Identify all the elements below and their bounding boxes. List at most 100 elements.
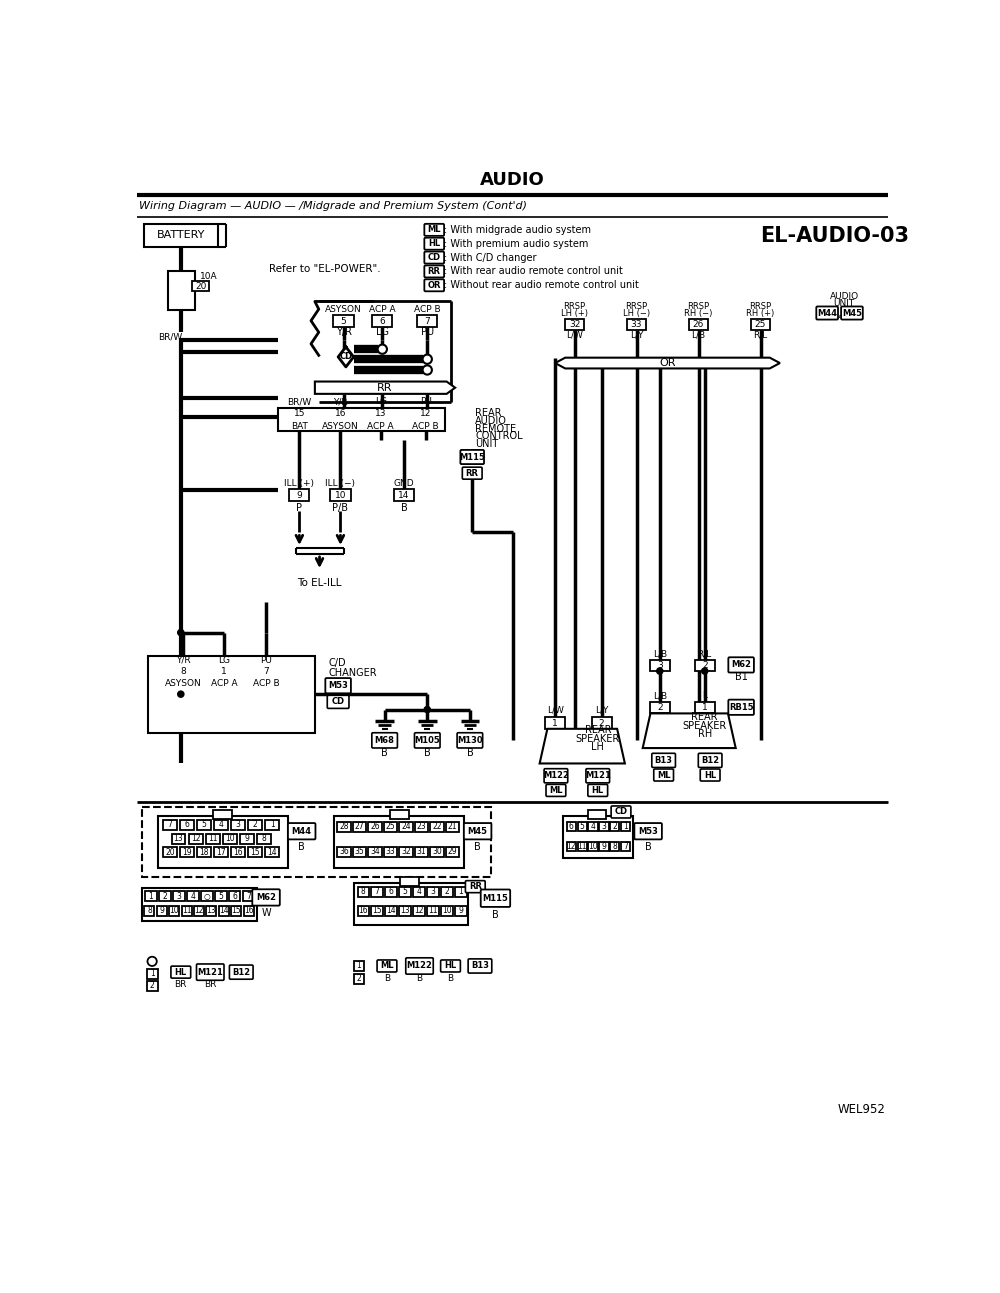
Text: SPEAKER: SPEAKER [683,720,727,731]
Text: RH (+): RH (+) [746,309,775,318]
Bar [197,820,211,830]
Bar [592,718,612,729]
Bar [173,666,193,678]
Bar [563,816,633,859]
Polygon shape [555,358,780,369]
Text: PU: PU [420,397,432,406]
Text: 8: 8 [261,834,266,843]
Text: 11: 11 [208,834,217,843]
Bar [147,981,158,992]
Text: CONTROL: CONTROL [475,431,523,441]
Bar [621,842,630,851]
Text: 26: 26 [370,822,380,831]
Bar [578,822,587,831]
Text: OR: OR [659,358,676,369]
Text: ○: ○ [203,892,210,901]
Text: 1: 1 [221,667,227,676]
Circle shape [657,668,663,674]
FancyBboxPatch shape [424,238,444,250]
FancyBboxPatch shape [377,959,397,972]
Bar [257,834,271,843]
Text: 28: 28 [339,822,349,831]
Text: W: W [261,908,271,918]
Circle shape [178,690,184,697]
Bar [446,822,459,831]
Text: P/B: P/B [332,503,348,513]
Text: 14: 14 [219,906,229,915]
Text: 9: 9 [159,906,164,915]
Text: AUDIO: AUDIO [480,171,545,189]
Bar [415,847,428,857]
Bar [334,816,464,868]
Circle shape [423,354,432,363]
Text: 6: 6 [185,820,189,829]
Text: SPEAKER: SPEAKER [576,734,620,743]
Text: 25: 25 [386,822,395,831]
Text: 11: 11 [578,842,587,851]
Bar [330,489,351,500]
Bar [371,887,383,896]
Text: 27: 27 [355,822,364,831]
Text: 2: 2 [657,703,663,712]
Text: LH (+): LH (+) [561,309,588,318]
FancyBboxPatch shape [441,959,460,972]
Bar [223,834,237,843]
Text: ILL (−): ILL (−) [325,478,355,487]
FancyBboxPatch shape [252,890,280,905]
Text: 1: 1 [270,820,275,829]
Bar [430,847,444,857]
Bar [354,974,364,984]
Text: 6: 6 [379,317,385,326]
Text: 29: 29 [448,847,457,856]
FancyBboxPatch shape [372,733,397,747]
Text: 10: 10 [442,906,452,915]
Text: PU: PU [421,327,434,337]
FancyBboxPatch shape [424,252,444,264]
Bar [206,834,220,843]
Bar [215,891,227,901]
Bar [427,887,439,896]
Text: 10A: 10A [200,273,218,282]
Text: 9: 9 [459,906,463,915]
FancyBboxPatch shape [414,733,440,747]
Text: EL-AUDIO-03: EL-AUDIO-03 [761,226,910,246]
Bar [173,891,185,901]
Text: 7: 7 [623,842,628,851]
Text: 20: 20 [195,282,207,291]
Text: 7: 7 [424,317,430,326]
Text: 1: 1 [702,703,708,712]
Text: : With midgrade audio system: : With midgrade audio system [444,225,591,235]
Text: Wiring Diagram — AUDIO — /Midgrade and Premium System (Cont'd): Wiring Diagram — AUDIO — /Midgrade and P… [139,200,527,211]
Text: B: B [645,842,652,852]
Bar [330,407,351,419]
Bar [157,906,167,915]
Text: B: B [447,974,454,983]
Text: 4: 4 [417,887,422,896]
Bar [231,906,241,915]
Text: RRSP: RRSP [687,301,710,310]
Text: 32: 32 [569,321,580,328]
Text: M53: M53 [328,681,348,690]
Text: Y/R: Y/R [333,397,348,406]
Text: 33: 33 [631,321,642,328]
Bar [142,888,257,921]
Bar [394,489,414,500]
Text: 9: 9 [602,842,606,851]
Bar [695,659,715,671]
Text: 8: 8 [361,887,366,896]
Text: RH: RH [698,729,712,740]
Text: M68: M68 [375,736,395,745]
Text: P: P [296,503,302,513]
Text: ASYSON: ASYSON [322,422,359,431]
Text: BAT: BAT [291,422,308,431]
Text: BR/W: BR/W [158,332,182,341]
Text: 11: 11 [182,906,191,915]
Bar [187,891,199,901]
Text: : With rear audio remote control unit: : With rear audio remote control unit [444,266,623,277]
FancyBboxPatch shape [698,754,722,768]
Bar [751,319,770,330]
Bar [172,834,185,843]
Text: M122: M122 [407,962,432,971]
Bar [430,822,444,831]
Bar [197,847,211,857]
